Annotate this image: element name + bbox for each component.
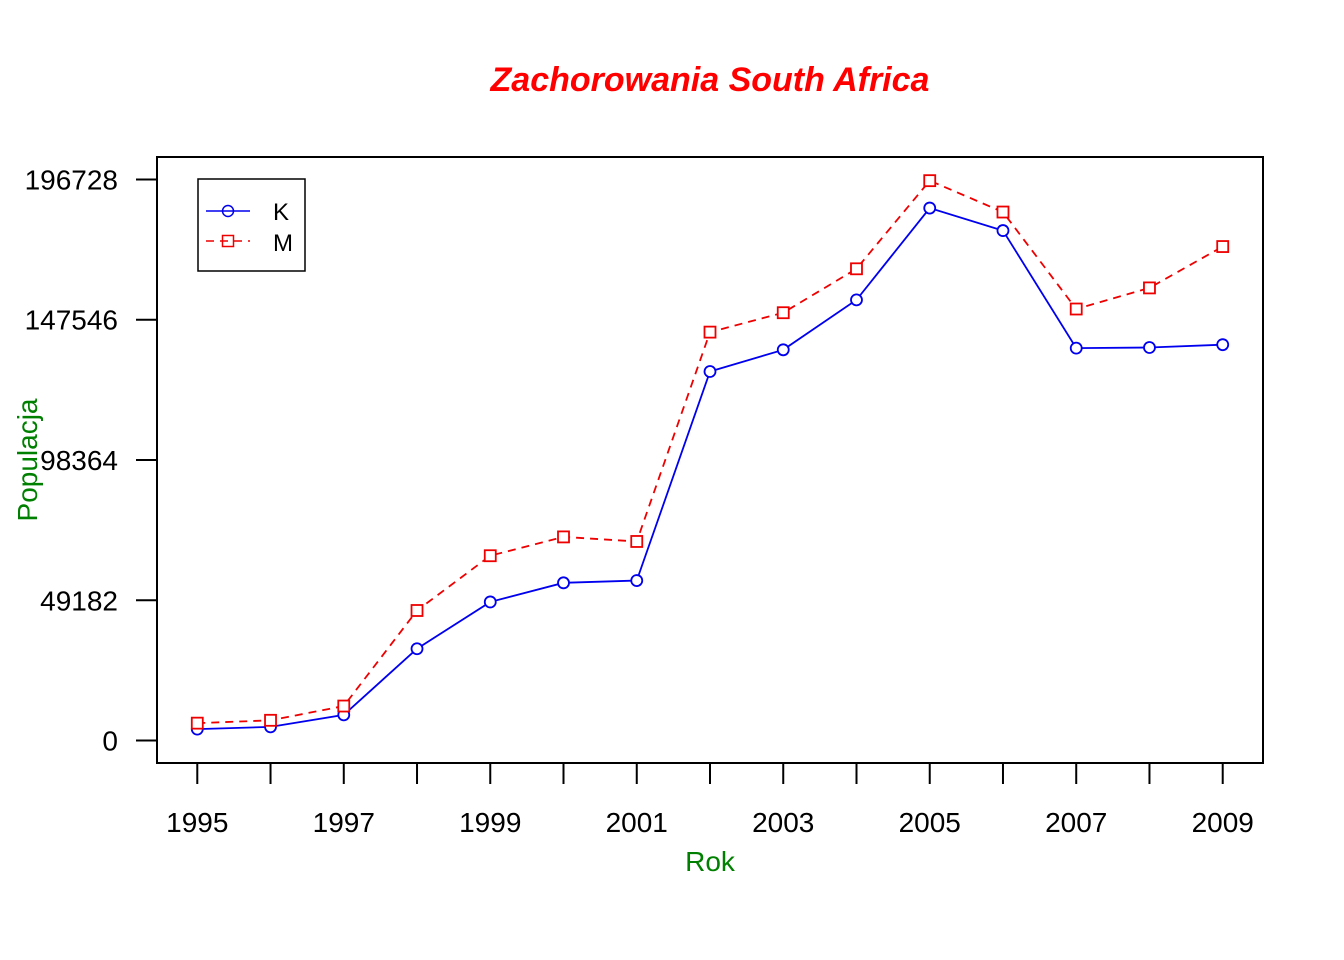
legend: K M <box>197 178 306 272</box>
y-tick-label: 98364 <box>40 445 118 476</box>
data-point-m <box>337 699 351 713</box>
data-point-k <box>410 642 424 656</box>
data-point-m <box>850 262 863 276</box>
y-axis: 0 49182 98364 147546 196728 <box>25 164 158 757</box>
data-point-m <box>703 325 717 339</box>
x-tick-label: 2005 <box>899 807 961 838</box>
data-point-m <box>264 713 277 727</box>
data-point-k <box>850 293 863 307</box>
legend-marker-k <box>221 204 235 218</box>
data-point-k <box>923 201 937 215</box>
data-point-k <box>630 574 644 587</box>
data-point-m <box>1216 240 1230 253</box>
x-tick-label: 2001 <box>606 807 668 838</box>
x-tick-label: 2003 <box>752 807 814 838</box>
data-point-k <box>1069 341 1083 355</box>
data-point-m <box>1069 302 1083 316</box>
y-axis-title: Populacja <box>12 398 43 521</box>
x-tick-label: 2007 <box>1045 807 1107 838</box>
y-tick-label: 196728 <box>25 164 118 195</box>
data-point-m <box>996 205 1010 219</box>
series-line-k <box>197 207 1223 731</box>
plot-area-frame <box>156 156 1264 764</box>
x-axis-title: Rok <box>685 846 736 877</box>
data-point-m <box>190 716 204 730</box>
data-point-m <box>776 306 790 320</box>
data-point-m <box>923 174 937 188</box>
data-point-k <box>483 595 497 609</box>
legend-marker-m <box>221 234 235 248</box>
data-point-k <box>996 224 1010 237</box>
y-tick-label: 147546 <box>25 305 118 336</box>
x-tick-label: 2009 <box>1192 807 1254 838</box>
data-point-m <box>557 530 570 544</box>
legend-label-k: K <box>273 199 289 226</box>
x-tick-label: 1997 <box>313 807 375 838</box>
y-tick-label: 0 <box>102 726 118 757</box>
data-point-m <box>483 549 497 563</box>
legend-label-m: M <box>273 230 293 257</box>
x-tick-label: 1995 <box>166 807 228 838</box>
data-point-m <box>410 604 424 617</box>
data-point-k <box>1216 338 1230 352</box>
data-point-m <box>1143 281 1156 295</box>
chart-title: Zachorowania South Africa <box>490 61 930 99</box>
x-axis: 1995 1997 1999 2001 2003 2005 2007 2009 <box>166 762 1254 838</box>
data-point-m <box>630 535 644 548</box>
data-point-k <box>1143 341 1156 354</box>
data-point-k <box>703 365 717 378</box>
x-tick-label: 1999 <box>459 807 521 838</box>
y-tick-label: 49182 <box>40 585 118 616</box>
series-layer <box>190 174 1230 736</box>
data-point-k <box>557 576 570 590</box>
series-line-m <box>197 179 1224 725</box>
data-point-k <box>776 343 790 357</box>
legend-box <box>197 178 306 272</box>
